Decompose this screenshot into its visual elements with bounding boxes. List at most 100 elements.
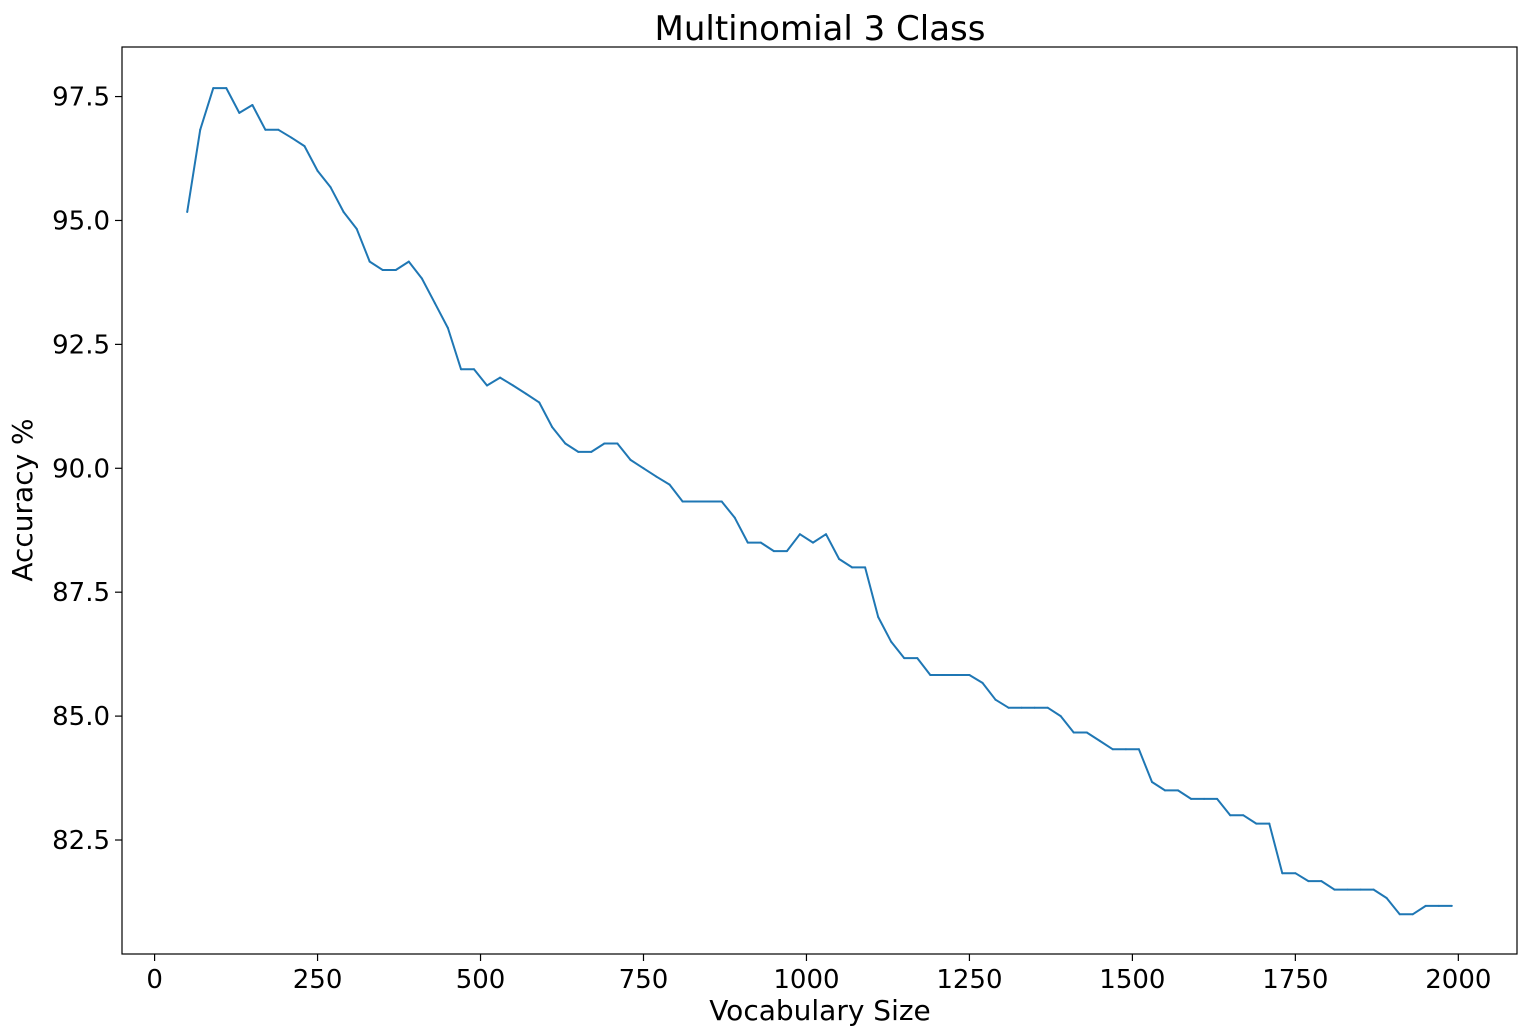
data-point <box>903 657 906 660</box>
data-point <box>1398 913 1401 916</box>
x-tick-label: 1500 <box>1099 965 1165 995</box>
data-point <box>290 136 293 139</box>
data-point <box>473 368 475 371</box>
data-point <box>577 450 580 453</box>
x-axis-label: Vocabulary Size <box>709 994 931 1027</box>
data-point <box>186 211 189 213</box>
data-point <box>1046 706 1049 709</box>
data-point <box>851 566 854 569</box>
data-point <box>460 368 462 371</box>
data-point <box>212 87 215 90</box>
y-axis-label: Accuracy % <box>6 418 39 581</box>
data-point <box>525 392 528 395</box>
data-point <box>499 376 502 379</box>
data-point <box>1216 797 1219 800</box>
data-point <box>1294 872 1297 875</box>
plot-area <box>122 47 1517 954</box>
data-point <box>551 426 554 429</box>
data-point <box>916 657 919 660</box>
data-point <box>1242 814 1245 817</box>
data-point <box>277 128 280 131</box>
y-tick-label: 97.5 <box>52 83 110 113</box>
data-point <box>1007 706 1010 709</box>
data-point <box>512 384 515 387</box>
data-point <box>1033 706 1036 709</box>
data-point <box>720 500 723 503</box>
data-point <box>199 128 202 131</box>
data-point <box>407 260 410 263</box>
data-point <box>1020 706 1023 709</box>
data-point <box>1177 789 1179 792</box>
data-point <box>264 128 267 131</box>
x-tick-label: 2000 <box>1425 965 1491 995</box>
x-tick-label: 250 <box>293 965 343 995</box>
data-point <box>225 87 228 90</box>
data-point <box>1450 904 1453 907</box>
data-point <box>420 277 423 280</box>
data-point <box>1085 731 1088 734</box>
data-point <box>394 269 397 271</box>
y-tick-label: 87.5 <box>52 578 110 608</box>
data-point <box>1255 822 1258 825</box>
data-point <box>681 500 684 503</box>
data-point <box>759 541 762 544</box>
data-point <box>1424 904 1427 907</box>
data-point <box>642 467 645 470</box>
y-tick-label: 95.0 <box>52 206 110 236</box>
x-tick-label: 1000 <box>773 965 839 995</box>
data-point <box>812 541 814 544</box>
data-point <box>785 550 788 553</box>
data-point <box>1124 748 1127 751</box>
data-point <box>251 104 254 106</box>
data-point <box>942 674 945 676</box>
data-point <box>798 533 801 536</box>
data-point <box>733 516 736 519</box>
data-point <box>538 401 541 404</box>
plot-frame <box>121 46 1518 955</box>
data-point <box>603 442 606 445</box>
y-tick-label: 85.0 <box>52 702 110 732</box>
data-point <box>486 384 488 387</box>
data-point <box>1359 888 1362 891</box>
data-point <box>303 145 306 148</box>
data-point <box>1281 872 1284 875</box>
data-point <box>629 458 632 461</box>
data-point <box>929 674 932 676</box>
data-point <box>446 327 449 329</box>
accuracy-series-line <box>186 87 1452 916</box>
data-point <box>1437 904 1440 907</box>
data-point <box>1307 880 1310 883</box>
chart-title: Multinomial 3 Class <box>654 9 985 49</box>
data-point <box>433 302 436 305</box>
data-point <box>746 541 749 544</box>
data-point <box>616 442 619 445</box>
x-tick-label: 500 <box>456 965 506 995</box>
data-point <box>1320 880 1323 883</box>
data-point <box>368 260 371 263</box>
y-tick-label: 82.5 <box>52 826 110 856</box>
data-point <box>316 169 319 172</box>
data-point <box>1151 781 1153 783</box>
data-point <box>1372 888 1375 891</box>
data-point <box>968 674 971 676</box>
axis-ticks: 0 250 500 750 1000 1250 1500 1750 2000 82.5 85.0 87… <box>52 83 1491 995</box>
data-point <box>1203 797 1206 800</box>
data-point <box>1072 731 1075 734</box>
data-point <box>838 558 841 560</box>
data-point <box>707 500 710 503</box>
data-point <box>342 211 345 213</box>
data-point <box>877 616 880 618</box>
data-point <box>1190 797 1193 800</box>
data-point <box>1411 913 1414 916</box>
x-tick-label: 0 <box>146 965 163 995</box>
data-point <box>1111 748 1114 751</box>
x-tick-label: 1250 <box>936 965 1002 995</box>
x-tick-label: 750 <box>619 965 669 995</box>
data-point <box>864 566 867 569</box>
y-tick-label: 92.5 <box>52 330 110 360</box>
data-point <box>890 640 893 643</box>
data-point <box>1098 739 1101 742</box>
data-point <box>1229 814 1232 817</box>
data-point <box>1385 897 1388 899</box>
